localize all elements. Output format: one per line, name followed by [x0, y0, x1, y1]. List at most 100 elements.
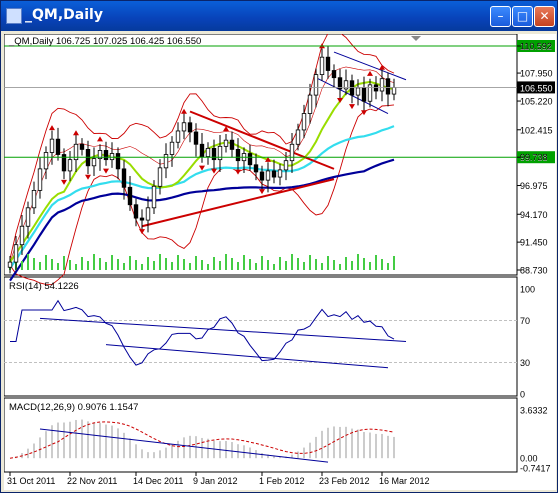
volume-bar — [369, 262, 371, 270]
current-price-tag — [517, 81, 555, 94]
horizontal-levels[interactable]: 110.592 99.738 106.550 — [4, 40, 555, 164]
maximize-button[interactable]: □ — [512, 6, 533, 27]
price-bar-body — [271, 170, 277, 178]
price-bar-body — [349, 80, 355, 96]
time-axis-label: 1 Feb 2012 — [259, 476, 305, 486]
volume-bar — [33, 258, 35, 270]
price-bar-body — [247, 153, 253, 166]
time-axis-label: 14 Dec 2011 — [133, 476, 183, 486]
title-bar[interactable]: _QM,Daily – □ ✕ — [1, 1, 557, 31]
volume-bar — [387, 263, 389, 270]
volume-bar — [213, 257, 215, 270]
chart-shift-marker[interactable] — [411, 36, 421, 41]
window-title: _QM,Daily — [25, 7, 103, 23]
macd-trend-line — [39, 428, 329, 463]
volume-bar — [363, 258, 365, 270]
level-line-low-label: 99.738 — [520, 153, 548, 163]
volume-bar — [285, 261, 287, 270]
volume-bar — [81, 257, 83, 270]
volume-bar — [357, 254, 359, 270]
volume-bar — [93, 254, 95, 270]
level-line-low-tag — [517, 151, 555, 164]
volume-bar — [27, 254, 29, 270]
volume-bar — [117, 259, 119, 270]
volume-bar — [141, 264, 143, 270]
volume-bar — [171, 262, 173, 270]
price-axis-label: 102.415 — [520, 125, 553, 135]
volume-bar — [165, 258, 167, 270]
price-axis-label: 99.738 — [520, 153, 548, 163]
volume-bar — [297, 258, 299, 270]
volume-bar — [249, 259, 251, 270]
volume-bar — [57, 263, 59, 270]
price-bar-body — [115, 153, 121, 170]
price-bar-body — [13, 244, 19, 263]
fractal-down-arrow — [211, 168, 217, 174]
price-panel-frame — [3, 33, 518, 276]
volume-bar — [75, 264, 77, 270]
volume-bar — [183, 259, 185, 270]
current-price-label: 106.550 — [520, 83, 553, 93]
volume-bar — [393, 256, 395, 270]
fractal-up-arrow — [223, 126, 229, 132]
price-bar-body — [223, 139, 229, 147]
volume-bar — [243, 255, 245, 270]
price-bar-body — [337, 77, 343, 90]
volume-bar — [291, 254, 293, 270]
price-bar-body — [55, 138, 61, 155]
ma-slow-line — [9, 158, 395, 282]
volume-bars — [9, 254, 395, 270]
price-bar-body — [391, 87, 397, 95]
price-bar-body — [79, 143, 85, 150]
volume-bar — [159, 254, 161, 270]
price-bar-body — [91, 158, 97, 167]
price-bar-body — [361, 87, 367, 102]
chart-area[interactable]: 110.592 99.738 106.550 110.592 107.950 105.2… — [3, 29, 556, 490]
volume-bar — [255, 263, 257, 270]
volume-bar — [327, 256, 329, 270]
price-bar-body — [295, 129, 301, 145]
volume-bar — [339, 264, 341, 270]
chart-window-icon — [6, 8, 22, 24]
volume-bar — [105, 262, 107, 270]
price-bar-body — [133, 204, 139, 219]
price-axis-label: 110.592 — [520, 42, 552, 52]
rsi-axis-label: 70 — [520, 316, 530, 326]
volume-bar — [273, 264, 275, 270]
chart-canvas[interactable]: 110.592 99.738 106.550 110.592 107.950 105.2… — [3, 29, 556, 490]
fractal-up-arrow — [181, 108, 187, 114]
rsi-axis-label: 100 — [520, 285, 535, 295]
volume-bar — [207, 264, 209, 270]
volume-bar — [303, 262, 305, 270]
volume-bar — [261, 256, 263, 270]
volume-bar — [87, 261, 89, 270]
price-bar-body — [163, 154, 169, 169]
volume-bar — [219, 261, 221, 270]
minimize-button[interactable]: – — [490, 6, 511, 27]
volume-bar — [99, 258, 101, 270]
rsi-indicator: 100 70 30 0 — [4, 285, 535, 400]
volume-bar — [135, 260, 137, 270]
fractal-up-arrow — [265, 156, 271, 162]
volume-bar — [345, 257, 347, 270]
price-bar-body — [49, 138, 55, 153]
price-bar-body — [109, 153, 115, 161]
level-line-high-tag — [517, 40, 555, 52]
support-trend-line — [141, 178, 335, 228]
fractal-down-arrow — [103, 168, 109, 174]
close-button[interactable]: ✕ — [534, 6, 555, 27]
macd-axis-label: -0.7417 — [520, 464, 551, 474]
level-line-high-label: 110.592 — [520, 42, 552, 52]
volume-bar — [123, 263, 125, 270]
price-bar-body — [343, 80, 349, 90]
price-bar-body — [19, 225, 25, 246]
volume-bar — [39, 262, 41, 270]
price-bar-body — [253, 164, 259, 173]
volume-bar — [111, 255, 113, 270]
volume-bar — [309, 255, 311, 270]
price-bar-body — [169, 141, 175, 155]
volume-bar — [129, 256, 131, 270]
price-bar-body — [289, 143, 295, 162]
volume-bar — [381, 259, 383, 270]
